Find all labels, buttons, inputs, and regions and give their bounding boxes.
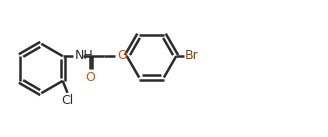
Text: O: O [117, 49, 127, 62]
Text: Cl: Cl [61, 94, 73, 107]
Text: Br: Br [185, 49, 198, 62]
Text: NH: NH [75, 49, 94, 62]
Text: O: O [85, 71, 95, 84]
